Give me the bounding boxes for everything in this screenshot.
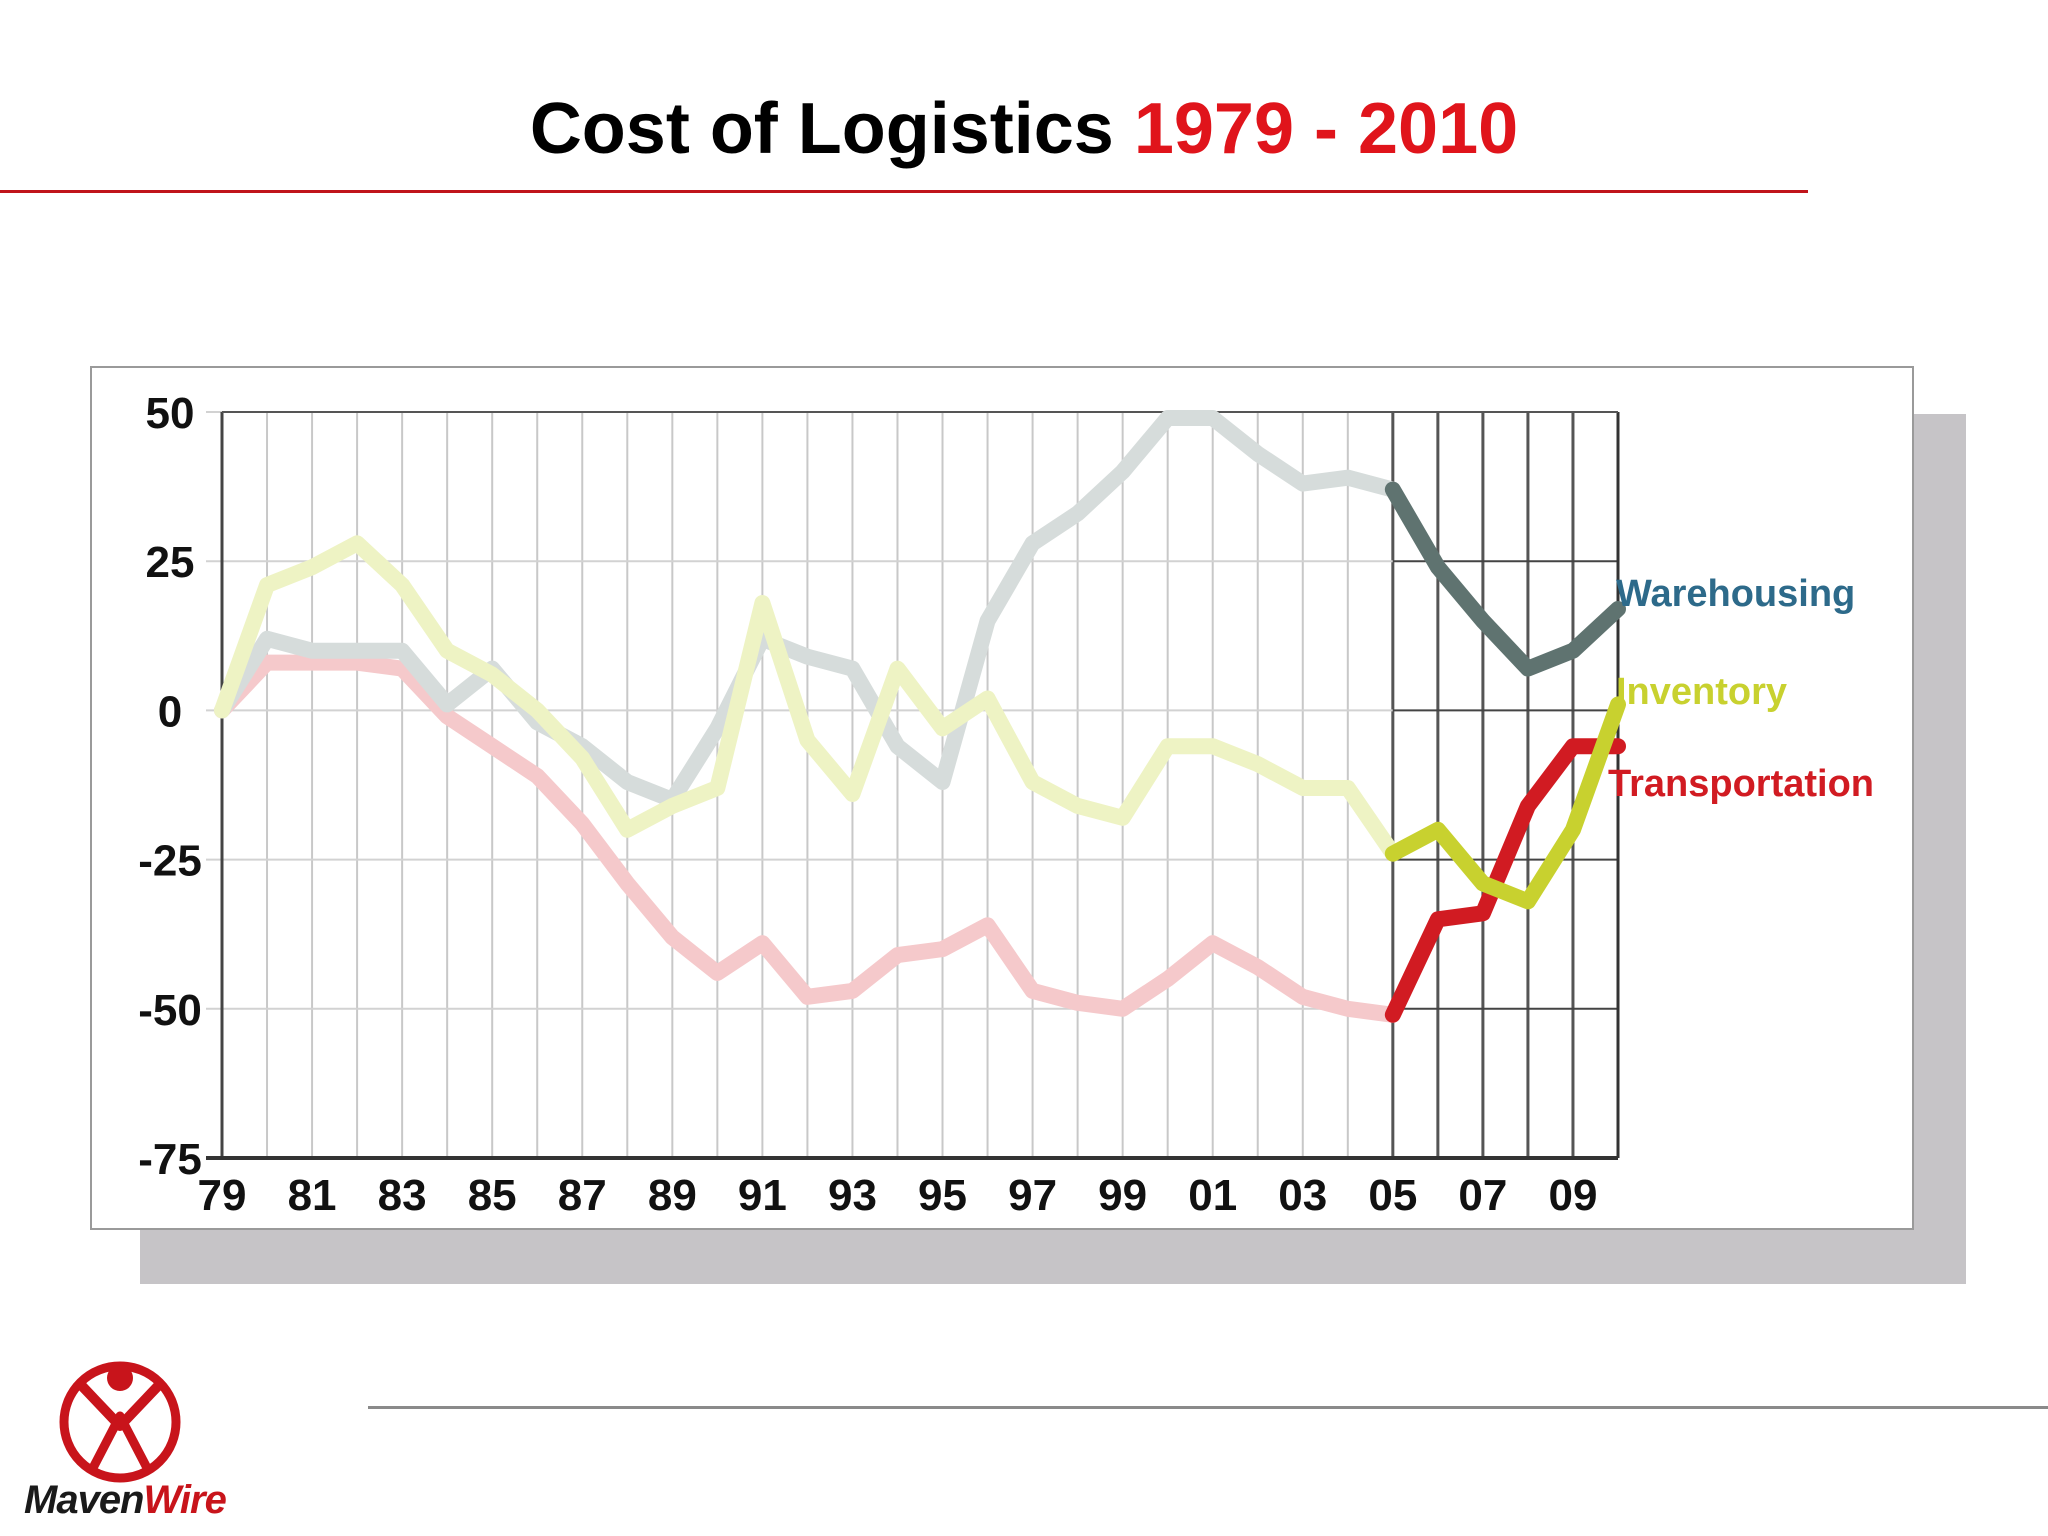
x-tick-label: 89 <box>648 1171 697 1220</box>
legend: Warehousing Inventory Transportation <box>1608 573 1874 805</box>
series-line-historic <box>214 535 1401 862</box>
x-tick-label: 03 <box>1278 1171 1327 1220</box>
y-tick-labels: 50 25 0 -25 -50 -75 <box>138 389 202 1184</box>
series-line-recent <box>1384 696 1626 910</box>
x-tick-label: 91 <box>738 1171 787 1220</box>
logo-name-part2: Wire <box>143 1478 227 1522</box>
y-tick-label: -50 <box>138 986 202 1035</box>
x-tick-label: 81 <box>288 1171 337 1220</box>
y-tick-label: 50 <box>146 389 195 438</box>
series-inventory <box>214 535 1626 910</box>
x-tick-label: 83 <box>378 1171 427 1220</box>
x-tick-label: 99 <box>1098 1171 1147 1220</box>
mavenwire-logo-icon <box>59 1361 181 1483</box>
x-tick-label: 05 <box>1368 1171 1417 1220</box>
footer-divider <box>368 1406 2048 1409</box>
y-tick-label: -75 <box>138 1135 202 1184</box>
series-line-recent <box>1384 481 1626 677</box>
legend-label-warehousing: Warehousing <box>1616 573 1855 615</box>
x-tick-label: 93 <box>828 1171 877 1220</box>
series-transportation <box>214 654 1626 1023</box>
y-tick-label: 25 <box>146 538 195 587</box>
chart-frame: 50 25 0 -25 -50 -75 79 81 83 85 87 89 91 93 95 97 99 01 03… <box>90 366 1914 1230</box>
slide-title: Cost of Logistics 1979 - 2010 <box>0 88 2048 170</box>
title-main: Cost of Logistics <box>529 89 1114 169</box>
legend-label-inventory: Inventory <box>1616 671 1787 713</box>
mavenwire-logo-text: MavenWire <box>24 1478 324 1523</box>
x-tick-label: 87 <box>558 1171 607 1220</box>
y-tick-label: -25 <box>138 837 202 886</box>
title-accent: 1979 - 2010 <box>1133 89 1519 169</box>
series-line-recent <box>1384 738 1626 1023</box>
logo-name-part1: Maven <box>24 1478 144 1522</box>
x-tick-label: 09 <box>1548 1171 1597 1220</box>
x-tick-labels: 79 81 83 85 87 89 91 93 95 97 99 01 03 05 07 09 <box>198 1171 1598 1220</box>
y-tick-label: 0 <box>158 687 182 736</box>
x-tick-label: 95 <box>918 1171 967 1220</box>
x-tick-label: 85 <box>468 1171 517 1220</box>
series-line-historic <box>214 409 1401 808</box>
x-tick-label: 07 <box>1458 1171 1507 1220</box>
x-tick-label: 79 <box>198 1171 247 1220</box>
title-underline <box>0 190 1808 193</box>
legend-label-transportation: Transportation <box>1608 763 1874 805</box>
series-warehousing <box>214 409 1626 808</box>
x-tick-label: 01 <box>1188 1171 1237 1220</box>
x-tick-label: 97 <box>1008 1171 1057 1220</box>
series-line-historic <box>214 654 1401 1023</box>
